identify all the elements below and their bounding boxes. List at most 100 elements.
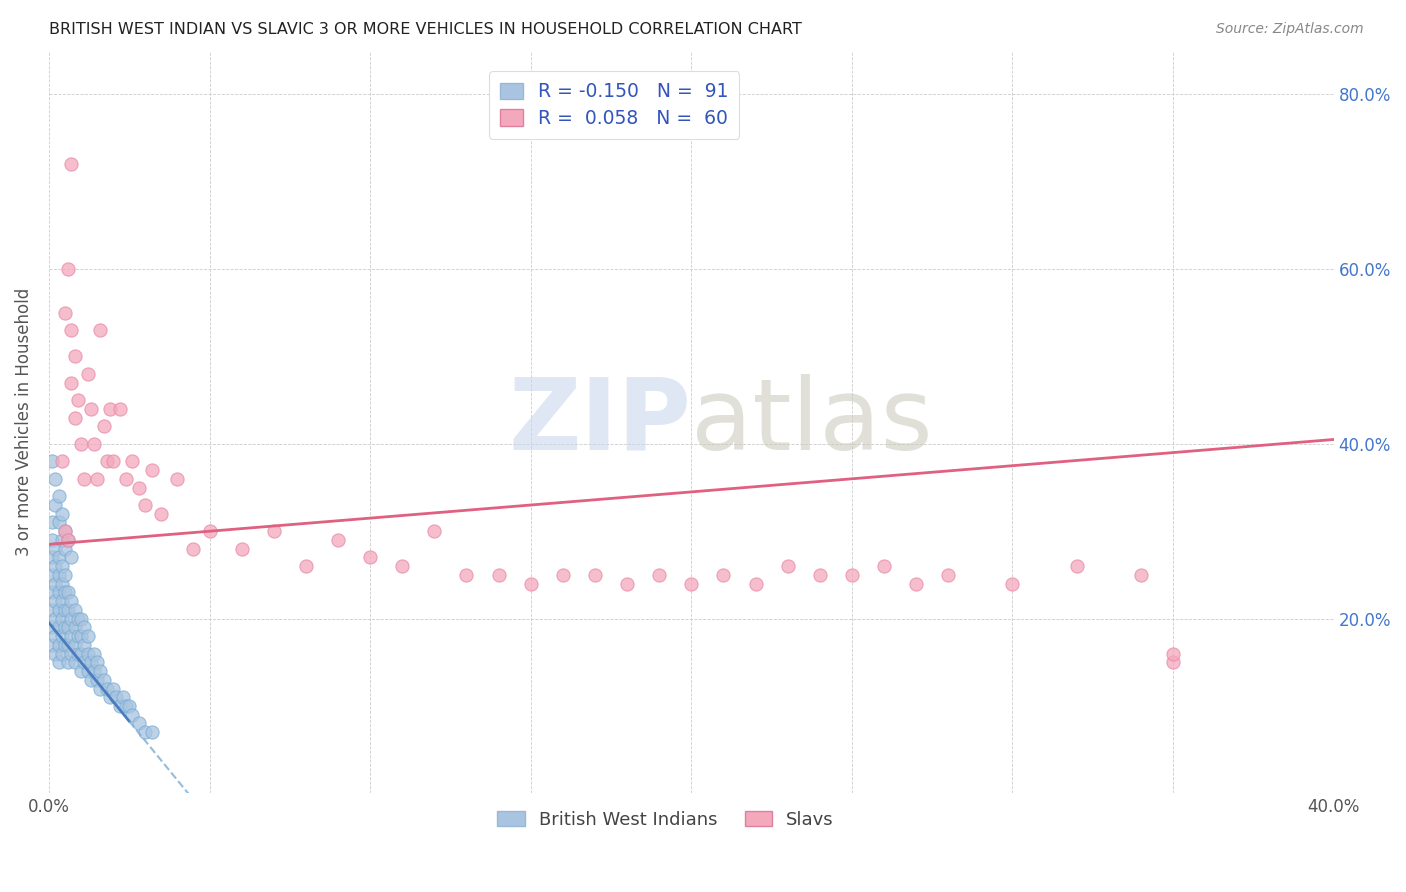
Point <box>141 463 163 477</box>
Point <box>60 376 83 390</box>
Point <box>53 585 76 599</box>
Point <box>41 516 63 530</box>
Point <box>53 603 76 617</box>
Point <box>96 681 118 696</box>
Point <box>198 524 221 539</box>
Point <box>48 638 70 652</box>
Point <box>48 620 70 634</box>
Point <box>115 472 138 486</box>
Point <box>391 559 413 574</box>
Point <box>51 629 73 643</box>
Point <box>60 323 83 337</box>
Point <box>63 638 86 652</box>
Point <box>359 550 381 565</box>
Point <box>128 716 150 731</box>
Point <box>108 698 131 713</box>
Point <box>326 533 349 547</box>
Point <box>98 401 121 416</box>
Point <box>86 655 108 669</box>
Point <box>48 655 70 669</box>
Point <box>96 454 118 468</box>
Point <box>103 454 125 468</box>
Point <box>60 594 83 608</box>
Point <box>103 681 125 696</box>
Point <box>1066 559 1088 574</box>
Point <box>86 472 108 486</box>
Point <box>681 576 703 591</box>
Point <box>134 498 156 512</box>
Point <box>89 664 111 678</box>
Point <box>73 655 96 669</box>
Point <box>58 533 80 547</box>
Point <box>60 612 83 626</box>
Point <box>58 655 80 669</box>
Point <box>1129 568 1152 582</box>
Point <box>456 568 478 582</box>
Point <box>905 576 928 591</box>
Point <box>89 323 111 337</box>
Point <box>63 603 86 617</box>
Point <box>53 541 76 556</box>
Point <box>70 437 93 451</box>
Point <box>166 472 188 486</box>
Point <box>808 568 831 582</box>
Point <box>70 629 93 643</box>
Point <box>1001 576 1024 591</box>
Point <box>51 647 73 661</box>
Point <box>1161 655 1184 669</box>
Point <box>744 576 766 591</box>
Point <box>63 655 86 669</box>
Point <box>141 725 163 739</box>
Point <box>423 524 446 539</box>
Point <box>73 638 96 652</box>
Point <box>48 489 70 503</box>
Point <box>63 410 86 425</box>
Point <box>118 698 141 713</box>
Point <box>44 559 66 574</box>
Point <box>121 707 143 722</box>
Y-axis label: 3 or more Vehicles in Household: 3 or more Vehicles in Household <box>15 288 32 556</box>
Text: ZIP: ZIP <box>509 374 692 470</box>
Point <box>41 620 63 634</box>
Point <box>41 568 63 582</box>
Point <box>60 629 83 643</box>
Point <box>58 262 80 277</box>
Point <box>93 673 115 687</box>
Point <box>53 620 76 634</box>
Point <box>63 350 86 364</box>
Point <box>111 690 134 705</box>
Point <box>53 524 76 539</box>
Point <box>70 664 93 678</box>
Point <box>108 401 131 416</box>
Point <box>105 690 128 705</box>
Legend: British West Indians, Slavs: British West Indians, Slavs <box>491 804 841 837</box>
Point <box>551 568 574 582</box>
Point <box>73 472 96 486</box>
Point <box>48 585 70 599</box>
Point <box>86 673 108 687</box>
Point <box>44 576 66 591</box>
Point <box>58 620 80 634</box>
Point <box>70 647 93 661</box>
Point <box>80 401 103 416</box>
Point <box>51 533 73 547</box>
Point <box>41 533 63 547</box>
Point <box>183 541 205 556</box>
Point <box>58 585 80 599</box>
Point <box>41 638 63 652</box>
Point <box>41 585 63 599</box>
Point <box>128 481 150 495</box>
Point <box>58 603 80 617</box>
Point <box>51 612 73 626</box>
Point <box>53 306 76 320</box>
Point <box>66 612 89 626</box>
Point <box>58 533 80 547</box>
Point <box>51 507 73 521</box>
Point <box>66 647 89 661</box>
Point <box>51 576 73 591</box>
Point <box>51 594 73 608</box>
Point <box>115 698 138 713</box>
Point <box>66 629 89 643</box>
Point <box>48 550 70 565</box>
Point <box>51 454 73 468</box>
